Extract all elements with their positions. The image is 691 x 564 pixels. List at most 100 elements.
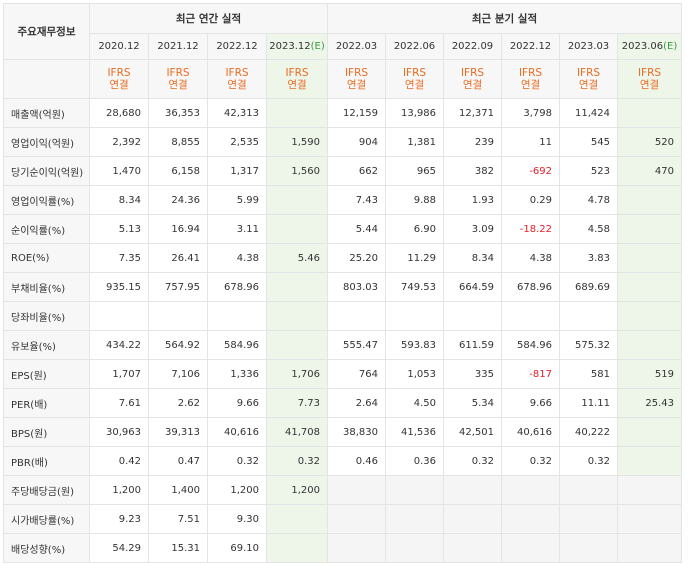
empty-cell (385, 475, 444, 505)
value-cell: 6.90 (385, 214, 444, 244)
ifrs-label: IFRS (107, 67, 131, 79)
consolidated-label: 연결 (520, 79, 541, 91)
value-cell: 1,470 (89, 156, 149, 186)
value-cell (617, 330, 682, 360)
value-cell: 1,200 (89, 475, 149, 505)
value-cell (443, 301, 502, 331)
ifrs-basis-cell: IFRS 연결 (559, 59, 618, 99)
value-cell: 5.34 (443, 388, 502, 418)
value-cell: 564.92 (148, 330, 208, 360)
value-cell (385, 301, 444, 331)
table-row: PBR(배) 0.42 0.47 0.32 0.32 0.46 0.36 0.32 0.32 0.… (3, 446, 682, 476)
value-cell: 25.20 (327, 243, 386, 273)
value-cell (617, 214, 682, 244)
value-cell (617, 98, 682, 128)
value-cell: 1,707 (89, 359, 149, 389)
value-cell: 9.66 (207, 388, 267, 418)
period-date: 2023.12 (269, 41, 311, 52)
value-cell: 40,222 (559, 417, 618, 447)
value-cell: 7.35 (89, 243, 149, 273)
ifrs-label: IFRS (166, 67, 190, 79)
empty-cell (327, 475, 386, 505)
value-cell: 1,336 (207, 359, 267, 389)
financial-summary-table: 주요재무정보 최근 연간 실적 최근 분기 실적 2020.12 2021.12 2… (3, 3, 682, 563)
value-cell (266, 301, 328, 331)
period-date: 2022.03 (335, 41, 378, 52)
value-cell: 3.09 (443, 214, 502, 244)
row-label: 당기순이익(억원) (3, 156, 90, 186)
row-label: 당좌비율(%) (3, 301, 90, 331)
value-cell: 519 (617, 359, 682, 389)
value-cell: 470 (617, 156, 682, 186)
value-cell: 28,680 (89, 98, 149, 128)
table-row: PER(배) 7.61 2.62 9.66 7.73 2.64 4.50 5.34 9.66 11… (3, 388, 682, 418)
value-cell: 42,501 (443, 417, 502, 447)
value-cell: 1,590 (266, 127, 328, 157)
value-cell: 8,855 (148, 127, 208, 157)
empty-cell (443, 475, 502, 505)
value-cell: 611.59 (443, 330, 502, 360)
value-cell: 3.11 (207, 214, 267, 244)
period-header: 2022.12 (207, 33, 267, 60)
value-cell: 749.53 (385, 272, 444, 302)
table-row: 유보율(%) 434.22 564.92 584.96 555.47 593.83 611.… (3, 330, 682, 360)
empty-cell (617, 475, 682, 505)
estimate-mark: (E) (663, 41, 678, 52)
value-cell (207, 301, 267, 331)
value-cell: 2,535 (207, 127, 267, 157)
period-date: 2023.06 (621, 41, 664, 52)
period-date: 2021.12 (157, 41, 199, 52)
table-row: BPS(원) 30,963 39,313 40,616 41,708 38,830 41,5… (3, 417, 682, 447)
row-label: ROE(%) (3, 243, 90, 273)
value-cell: 523 (559, 156, 618, 186)
ifrs-basis-cell: IFRS 연결 (327, 59, 386, 99)
value-cell: 4.50 (385, 388, 444, 418)
value-cell: 678.96 (207, 272, 267, 302)
row-label: 매출액(억원) (3, 98, 90, 128)
value-cell: 24.36 (148, 185, 208, 215)
value-cell: 9.30 (207, 504, 267, 534)
value-cell: 30,963 (89, 417, 149, 447)
ifrs-basis-cell: IFRS 연결 (89, 59, 149, 99)
value-cell: 11 (501, 127, 560, 157)
consolidated-label: 연결 (578, 79, 599, 91)
period-header: 2020.12 (89, 33, 149, 60)
value-cell: 4.58 (559, 214, 618, 244)
consolidated-label: 연결 (227, 79, 247, 91)
period-date: 2022.12 (216, 41, 258, 52)
corner-label: 주요재무정보 (3, 3, 90, 60)
value-cell: 0.32 (559, 446, 618, 476)
empty-cell (385, 533, 444, 563)
value-cell: 1,381 (385, 127, 444, 157)
period-header: 2023.03 (559, 33, 618, 60)
value-cell: 7,106 (148, 359, 208, 389)
value-cell (148, 301, 208, 331)
table-row: 배당성향(%) 54.29 15.31 69.10 (3, 533, 682, 563)
value-cell: 1.93 (443, 185, 502, 215)
consolidated-label: 연결 (168, 79, 188, 91)
row-label: 순이익률(%) (3, 214, 90, 244)
value-cell: 2.64 (327, 388, 386, 418)
value-cell: -692 (501, 156, 560, 186)
row-label: PBR(배) (3, 446, 90, 476)
ifrs-label: IFRS (285, 67, 309, 79)
value-cell: 965 (385, 156, 444, 186)
value-cell: 38,830 (327, 417, 386, 447)
value-cell: -817 (501, 359, 560, 389)
empty-cell (501, 533, 560, 563)
row-label: PER(배) (3, 388, 90, 418)
value-cell: 2.62 (148, 388, 208, 418)
value-cell: 13,986 (385, 98, 444, 128)
value-cell (617, 243, 682, 273)
row-label: BPS(원) (3, 417, 90, 447)
row-label: 시가배당률(%) (3, 504, 90, 534)
consolidated-label: 연결 (109, 79, 129, 91)
value-cell: 11.11 (559, 388, 618, 418)
value-cell: 25.43 (617, 388, 682, 418)
value-cell: 6,158 (148, 156, 208, 186)
empty-cell (443, 504, 502, 534)
value-cell: 5.13 (89, 214, 149, 244)
period-header: 2023.12(E) (266, 33, 328, 60)
row-label: 주당배당금(원) (3, 475, 90, 505)
ifrs-label: IFRS (402, 67, 427, 79)
